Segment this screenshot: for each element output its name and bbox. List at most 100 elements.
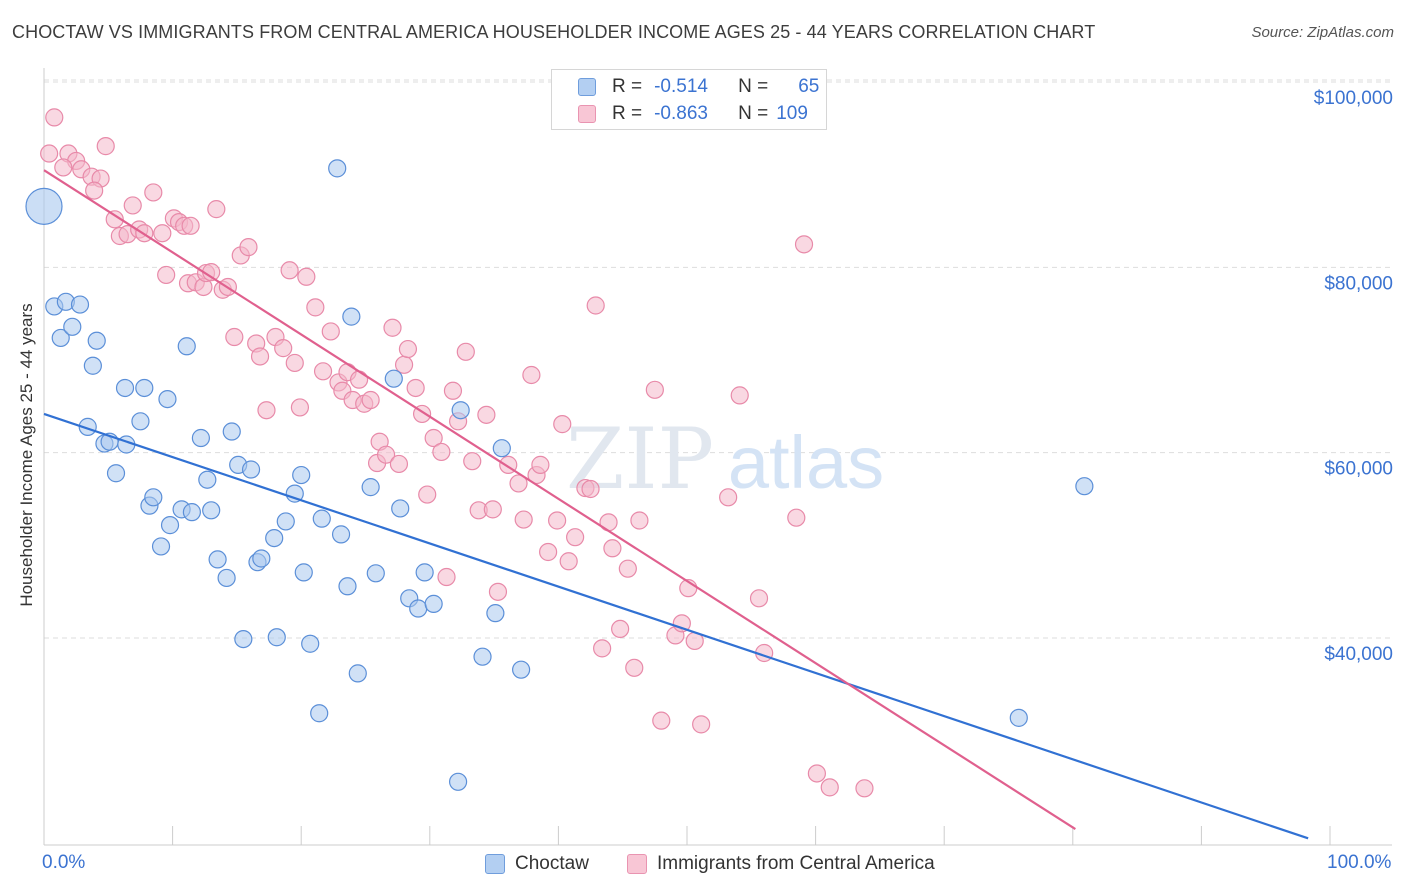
source-label: Source: ZipAtlas.com: [1251, 24, 1394, 41]
point-immigrants: [456, 342, 475, 361]
point-immigrants: [652, 711, 671, 730]
point-choctaw: [265, 528, 284, 548]
point-choctaw: [492, 439, 511, 458]
point-immigrants: [157, 265, 176, 285]
point-choctaw: [473, 647, 492, 666]
point-immigrants: [539, 542, 558, 562]
point-immigrants: [424, 428, 443, 448]
point-choctaw: [424, 594, 443, 613]
point-choctaw: [151, 537, 171, 556]
point-immigrants: [514, 510, 533, 529]
point-choctaw: [87, 331, 106, 350]
watermark-atlas: atlas: [728, 421, 884, 504]
point-choctaw: [1009, 708, 1028, 727]
point-choctaw: [361, 478, 380, 497]
point-immigrants: [181, 216, 200, 235]
y-tick-label: $40,000: [1324, 644, 1393, 665]
point-choctaw: [301, 634, 320, 653]
point-choctaw: [276, 512, 295, 531]
point-immigrants: [389, 454, 409, 474]
point-choctaw: [366, 564, 385, 583]
point-immigrants: [398, 339, 418, 359]
legend-n-value: 109: [776, 103, 808, 124]
y-axis-label: Householder Income Ages 25 - 44 years: [17, 303, 36, 607]
watermark: ZIP atlas: [566, 410, 884, 508]
point-immigrants: [787, 508, 806, 527]
point-immigrants: [432, 442, 451, 462]
point-choctaw: [331, 525, 351, 544]
point-choctaw: [415, 563, 434, 582]
point-immigrants: [54, 158, 73, 177]
bottom-legend-immigrants: Immigrants from Central America: [627, 851, 935, 877]
point-immigrants: [581, 479, 600, 499]
point-choctaw: [191, 428, 210, 448]
point-immigrants: [618, 559, 637, 578]
point-immigrants: [611, 619, 630, 639]
point-immigrants: [437, 567, 456, 587]
point-immigrants: [719, 488, 738, 507]
legend-r-value: -0.863: [654, 103, 708, 124]
point-choctaw: [115, 378, 135, 398]
bottom-legend-swatch-immigrants: [627, 854, 647, 874]
point-choctaw: [25, 187, 63, 225]
point-immigrants: [559, 552, 578, 571]
point-choctaw: [202, 501, 221, 520]
point-choctaw: [384, 369, 403, 388]
point-immigrants: [443, 381, 463, 400]
legend-swatch-immigrants: [578, 105, 596, 123]
bottom-legend-swatch-choctaw: [485, 854, 505, 874]
point-choctaw: [391, 499, 410, 518]
point-choctaw: [348, 664, 367, 683]
point-immigrants: [306, 298, 325, 317]
point-immigrants: [531, 455, 550, 474]
point-choctaw: [252, 549, 271, 568]
point-immigrants: [593, 639, 612, 658]
point-choctaw: [310, 704, 329, 723]
bottom-legend-label-immigrants: Immigrants from Central America: [657, 853, 935, 874]
correlation-legend: R = -0.514 N = 65 R = -0.863 N = 109: [551, 69, 827, 130]
point-immigrants: [603, 539, 622, 558]
point-choctaw: [160, 516, 180, 535]
point-immigrants: [290, 398, 310, 417]
point-immigrants: [225, 327, 244, 347]
point-immigrants: [361, 390, 380, 410]
point-choctaw: [1075, 477, 1094, 496]
point-immigrants: [153, 224, 172, 243]
point-choctaw: [158, 389, 177, 409]
point-immigrants: [144, 183, 163, 202]
point-choctaw: [198, 470, 217, 489]
point-immigrants: [586, 296, 605, 315]
point-choctaw: [241, 460, 261, 479]
point-immigrants: [313, 362, 333, 381]
y-tick-label: $100,000: [1314, 88, 1393, 109]
x-tick-label-max: 100.0%: [1327, 852, 1392, 873]
point-immigrants: [45, 108, 64, 127]
point-choctaw: [83, 356, 102, 375]
point-immigrants: [280, 261, 299, 280]
point-choctaw: [342, 307, 361, 326]
point-immigrants: [349, 370, 369, 389]
legend-r-value: -0.514: [654, 76, 708, 97]
point-immigrants: [418, 485, 437, 504]
point-immigrants: [105, 210, 124, 229]
point-immigrants: [483, 500, 502, 519]
point-immigrants: [383, 318, 402, 337]
point-immigrants: [625, 658, 644, 677]
point-immigrants: [376, 445, 396, 464]
point-immigrants: [509, 474, 528, 493]
point-choctaw: [222, 422, 241, 441]
point-choctaw: [106, 464, 126, 483]
point-immigrants: [321, 322, 340, 341]
point-immigrants: [855, 779, 874, 798]
point-immigrants: [285, 353, 304, 373]
trendline-immigrants: [43, 169, 1076, 830]
chart-title: CHOCTAW VS IMMIGRANTS FROM CENTRAL AMERI…: [12, 22, 1096, 42]
point-choctaw: [328, 159, 347, 178]
y-tick-label: $60,000: [1324, 459, 1393, 480]
point-immigrants: [406, 378, 425, 398]
point-immigrants: [250, 347, 270, 366]
point-choctaw: [63, 317, 82, 336]
point-choctaw: [409, 599, 428, 618]
point-immigrants: [40, 144, 59, 163]
